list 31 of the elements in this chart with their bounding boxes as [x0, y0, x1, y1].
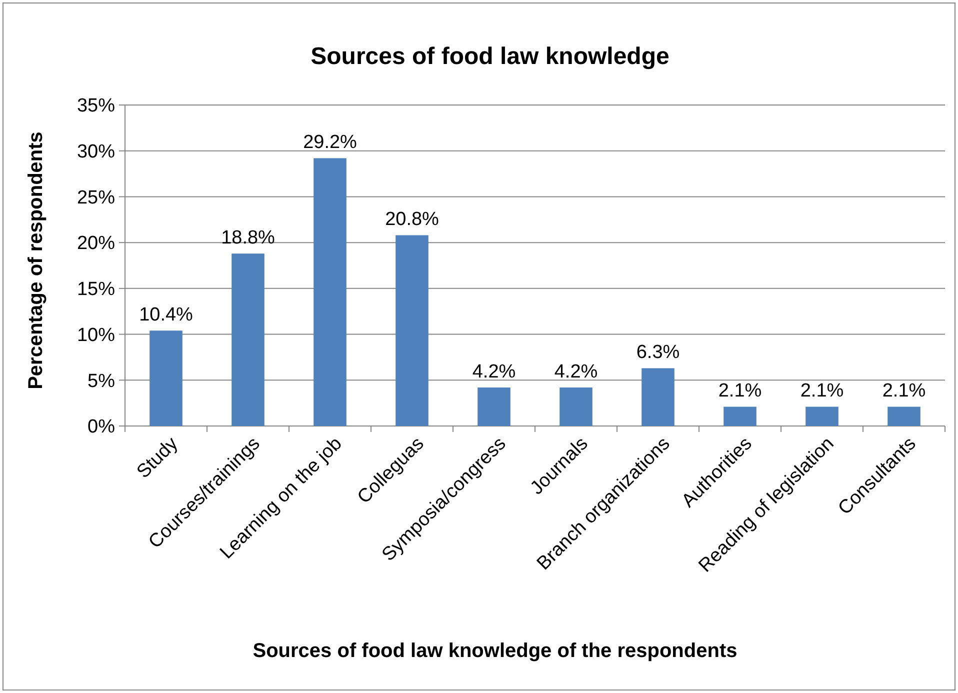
y-tick-label: 10% — [76, 324, 116, 346]
data-label: 20.8% — [385, 209, 440, 230]
bar — [642, 368, 674, 426]
y-tick-label: 30% — [76, 142, 116, 163]
y-tick-label: 0% — [88, 416, 116, 438]
y-tick-label: 25% — [76, 187, 116, 208]
bar — [396, 235, 428, 426]
bar — [806, 406, 838, 426]
data-label: 2.1% — [882, 380, 926, 402]
data-label: 4.2% — [472, 361, 516, 382]
data-label: 10.4% — [139, 304, 194, 326]
bar — [888, 406, 920, 426]
bar — [150, 330, 182, 426]
data-label: 2.1% — [718, 380, 762, 402]
y-tick-label: 15% — [76, 279, 116, 300]
data-label: 18.8% — [221, 228, 276, 249]
y-tick-label: 35% — [76, 96, 116, 117]
data-label: 29.2% — [303, 132, 358, 154]
bar — [478, 387, 510, 426]
x-axis-title: Sources of food law knowledge of the respondents — [252, 640, 738, 662]
data-label: 2.1% — [800, 380, 844, 402]
bar — [560, 387, 592, 426]
y-tick-label: 5% — [88, 370, 116, 392]
y-axis-title: Percentage of respondents — [25, 132, 47, 390]
data-label: 6.3% — [636, 342, 680, 364]
data-label: 4.2% — [554, 361, 598, 382]
bar — [724, 406, 756, 426]
chart-title: Sources of food law knowledge — [310, 43, 670, 70]
y-tick-label: 20% — [76, 233, 116, 254]
bar — [314, 158, 346, 426]
bar — [232, 254, 264, 426]
